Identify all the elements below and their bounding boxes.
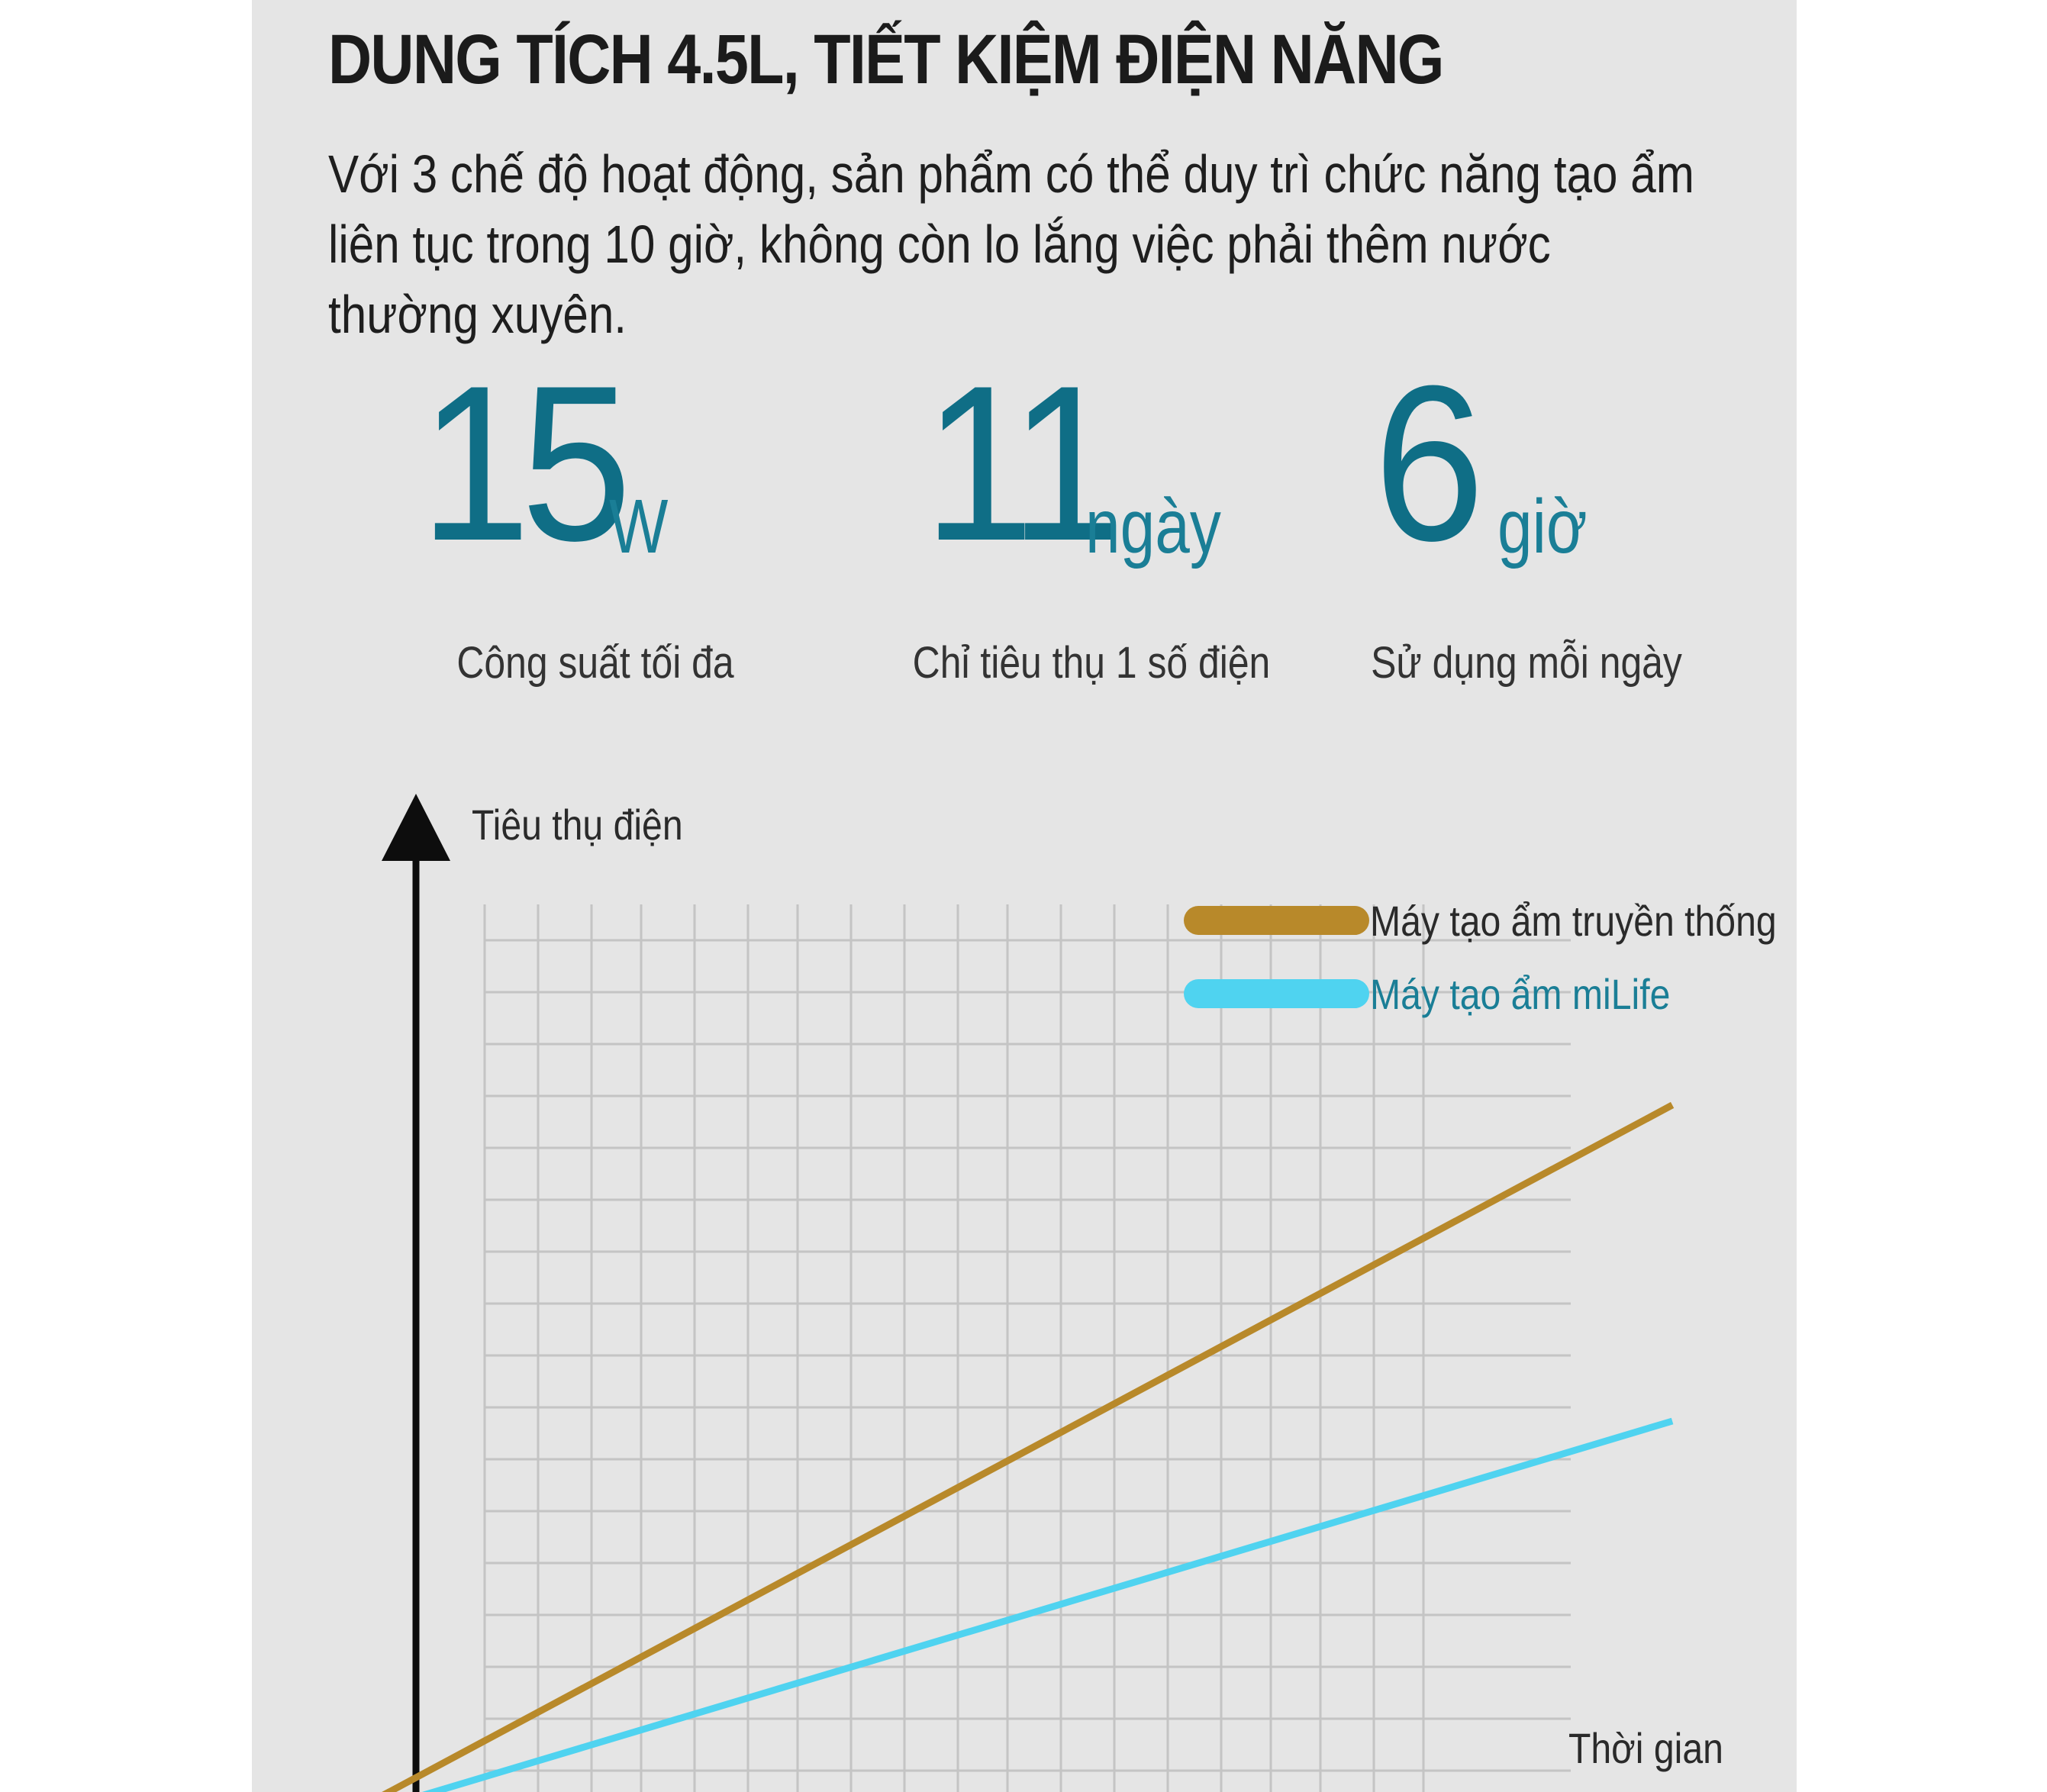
stat-value: 11 bbox=[924, 340, 1120, 587]
power-consumption-chart: Tiêu thụ điện Thời gian Máy tạo ẩm truyề… bbox=[382, 794, 1777, 1792]
stat-unit: giờ bbox=[1497, 484, 1588, 569]
y-axis-arrow-icon bbox=[382, 794, 450, 861]
stat-unit: ngày bbox=[1085, 484, 1221, 569]
stat-value: 15 bbox=[420, 340, 632, 587]
stat-days-per-kwh: 11 ngày Chỉ tiêu thụ 1 số điện bbox=[862, 353, 1320, 710]
legend-label-traditional: Máy tạo ẩm truyền thống bbox=[1370, 898, 1777, 946]
chart-grid bbox=[483, 904, 1571, 1792]
x-axis-label: Thời gian bbox=[1568, 1726, 1723, 1773]
product-description: Với 3 chế độ hoạt động, sản phẩm có thể … bbox=[328, 144, 1694, 344]
stat-label: Công suất tối đa bbox=[456, 638, 734, 688]
stat-unit: W bbox=[609, 484, 669, 569]
stat-value: 6 bbox=[1374, 340, 1484, 587]
product-infographic-panel: DUNG TÍCH 4.5L, TIẾT KIỆM ĐIỆN NĂNG Với … bbox=[252, 0, 1797, 1792]
chart-series bbox=[382, 1101, 1675, 1792]
series-line-traditional bbox=[382, 1101, 1675, 1792]
stat-label: Chỉ tiêu thụ 1 số điện bbox=[912, 638, 1271, 688]
stat-hours-per-day: 6 giờ Sử dụng mỗi ngày bbox=[1298, 353, 1755, 710]
legend-label-milife: Máy tạo ẩm miLife bbox=[1370, 972, 1670, 1019]
series-line-milife bbox=[421, 1417, 1674, 1792]
chart-axes: Tiêu thụ điện Thời gian bbox=[382, 794, 1723, 1792]
stat-label: Sử dụng mỗi ngày bbox=[1371, 638, 1682, 688]
stat-max-power: 15 W Công suất tối đa bbox=[366, 353, 824, 710]
y-axis-label: Tiêu thụ điện bbox=[472, 802, 683, 849]
chart-legend: Máy tạo ẩm truyền thống Máy tạo ẩm miLif… bbox=[1184, 898, 1777, 1019]
page-title: DUNG TÍCH 4.5L, TIẾT KIỆM ĐIỆN NĂNG bbox=[328, 21, 1444, 98]
